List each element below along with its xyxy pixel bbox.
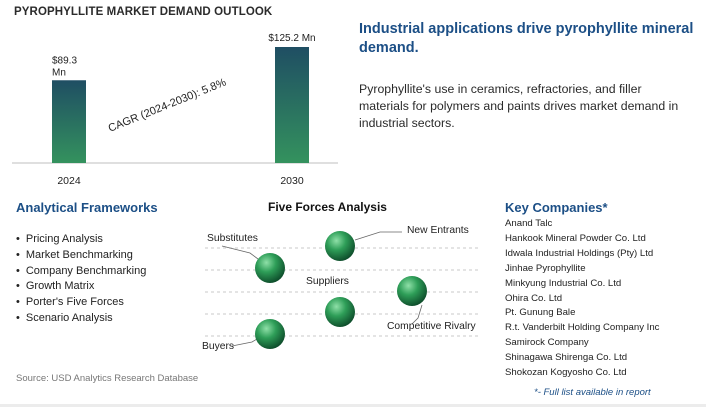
x-tick-label: 2030 [280, 175, 304, 187]
list-item: Pricing Analysis [16, 232, 146, 248]
bottom-divider [0, 404, 706, 407]
list-item: Ohira Co. Ltd [505, 292, 563, 304]
buyers-sphere [255, 319, 285, 349]
list-item: Anand Talc [505, 218, 553, 229]
label-substitutes: Substitutes [207, 233, 258, 244]
frameworks-list: Pricing Analysis Market Benchmarking Com… [16, 232, 146, 327]
label-new-entrants: New Entrants [407, 225, 469, 236]
list-item: Minkyung Industrial Co. Ltd [505, 277, 622, 289]
list-item: Shokozan Kogyosho Co. Ltd [505, 367, 627, 379]
label-competitive-rivalry: Competitive Rivalry [387, 321, 476, 332]
competitive-rivalry-sphere [397, 276, 427, 306]
list-item: Pt. Gunung Bale [505, 307, 576, 319]
label-buyers: Buyers [202, 341, 235, 352]
frameworks-title: Analytical Frameworks [16, 200, 158, 215]
list-item: Hankook Mineral Powder Co. Ltd [505, 232, 646, 244]
list-item: Scenario Analysis [16, 311, 146, 327]
list-item: Shinagawa Shirenga Co. Ltd [505, 352, 628, 364]
bar-value-label: $125.2 Mn [268, 33, 315, 44]
companies-title: Key Companies* [505, 200, 608, 215]
bar-2030 [275, 47, 309, 163]
insight-description: Pyrophyllite's use in ceramics, refracto… [359, 82, 679, 130]
list-item: Jinhae Pyrophyllite [505, 262, 586, 274]
list-item: Idwala Industrial Holdings (Pty) Ltd [505, 247, 654, 259]
substitutes-sphere [255, 253, 285, 283]
companies-footnote: *- Full list available in report [534, 387, 651, 398]
list-item: Company Benchmarking [16, 264, 146, 280]
suppliers-sphere [325, 297, 355, 327]
bar-value-label: $89.3 Mn [52, 55, 77, 78]
new-entrants-sphere [325, 231, 355, 261]
insight-headline: Industrial applications drive pyrophylli… [359, 21, 694, 56]
list-item: Porter's Five Forces [16, 295, 146, 311]
source-note: Source: USD Analytics Research Database [16, 373, 199, 384]
list-item: Samirock Company [505, 337, 589, 349]
list-item: Growth Matrix [16, 279, 146, 295]
list-item: R.t. Vanderbilt Holding Company Inc [505, 322, 660, 334]
page-title: PYROPHYLLITE MARKET DEMAND OUTLOOK [14, 6, 273, 18]
five-forces-title: Five Forces Analysis [268, 200, 387, 214]
label-suppliers: Suppliers [306, 276, 349, 287]
x-tick-label: 2024 [57, 175, 81, 187]
bar-2024 [52, 80, 86, 163]
companies-list: Anand Talc Hankook Mineral Powder Co. Lt… [505, 217, 659, 381]
list-item: Market Benchmarking [16, 248, 146, 264]
